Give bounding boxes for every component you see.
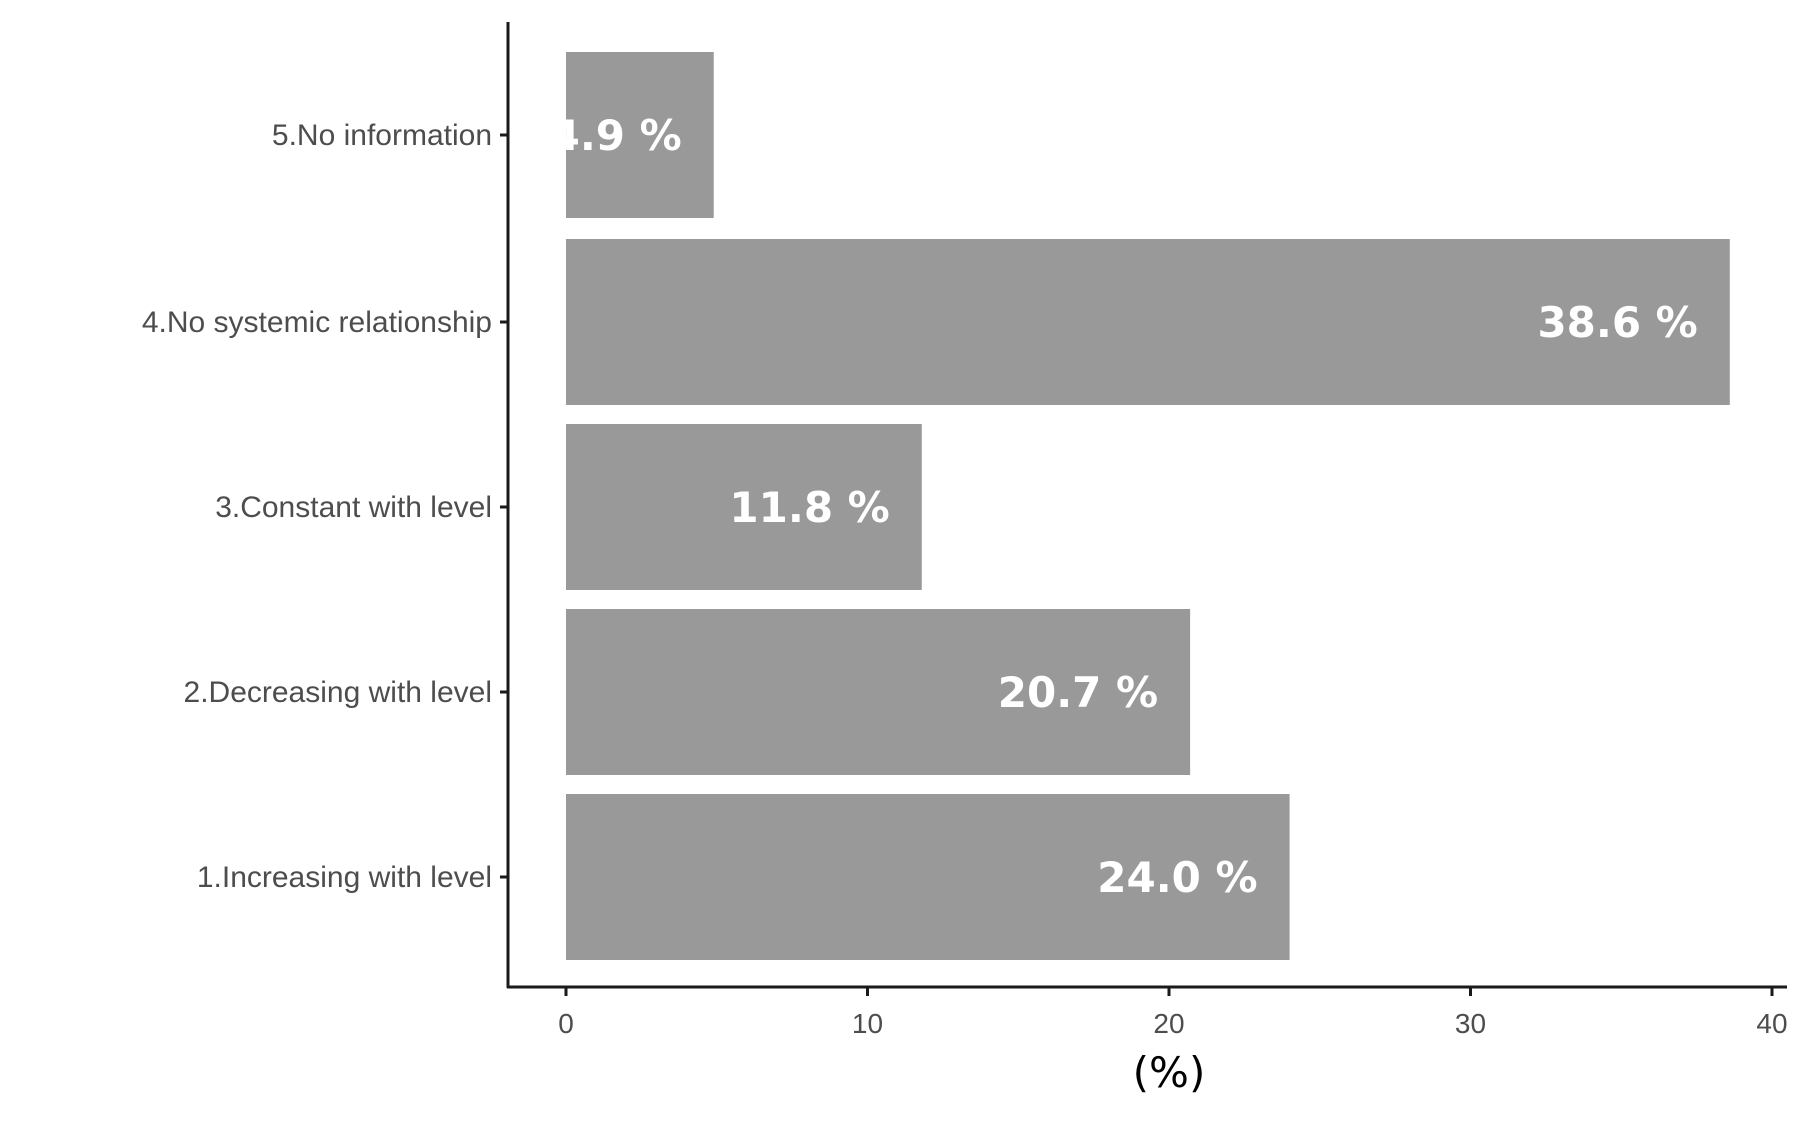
bar-5 [566,52,714,218]
x-tick-label-30: 30 [1455,1008,1486,1039]
bar-2 [566,609,1191,775]
bar-1 [566,794,1290,960]
bar-labels-group: 24.0 % 20.7 % 11.8 % 38.6 % 4.9 % [551,111,1698,902]
bar-value-label-5: 4.9 % [551,111,682,160]
x-axis-title: (%) [1133,1048,1206,1097]
x-tick-label-20: 20 [1153,1008,1184,1039]
category-label-3: 3.Constant with level [215,491,492,524]
category-label-2: 2.Decreasing with level [184,676,492,709]
bar-value-label-2: 20.7 % [998,668,1158,717]
y-axis: 1.Increasing with level 2.Decreasing with… [142,22,510,988]
bar-3 [566,424,922,590]
bar-value-label-1: 24.0 % [1097,853,1257,902]
bar-value-label-3: 11.8 % [729,483,889,532]
category-label-4: 4.No systemic relationship [142,306,492,339]
bars-group [566,52,1730,960]
bar-value-label-4: 38.6 % [1537,298,1697,347]
x-axis: 0 10 20 30 40 [507,985,1788,1039]
x-tick-label-10: 10 [852,1008,883,1039]
x-tick-label-40: 40 [1756,1008,1787,1039]
category-label-1: 1.Increasing with level [197,861,492,894]
bar-4 [566,239,1730,405]
category-label-5: 5.No information [272,119,492,152]
x-tick-label-0: 0 [558,1008,574,1039]
